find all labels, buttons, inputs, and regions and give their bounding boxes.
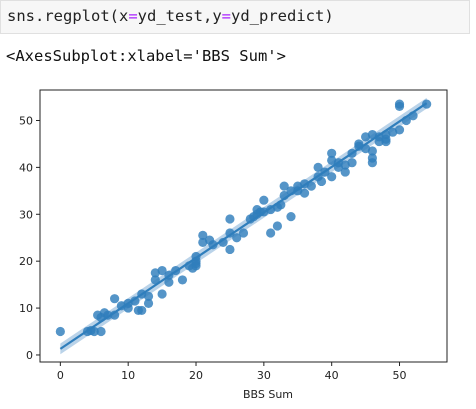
regression-line	[59, 102, 428, 350]
data-point	[225, 228, 235, 238]
y-tick-label: 50	[19, 114, 33, 127]
code-text-mid: yd_test,y	[137, 7, 222, 25]
x-tick-label: 30	[257, 369, 271, 382]
data-point	[316, 176, 327, 187]
plot-frame	[39, 89, 448, 363]
x-tick-label: 50	[393, 369, 407, 382]
data-point	[232, 233, 242, 243]
data-point	[137, 305, 147, 316]
data-point	[272, 221, 283, 231]
data-point	[225, 244, 235, 255]
data-point	[164, 277, 174, 287]
data-point	[394, 125, 405, 135]
data-point	[143, 291, 154, 301]
y-axis-ticks: 0 10 20 30 40 50	[19, 114, 40, 362]
y-tick-label: 0	[26, 349, 33, 362]
data-point	[157, 289, 167, 299]
data-point	[347, 158, 357, 168]
y-tick-label: 20	[19, 255, 33, 268]
code-operator: =	[221, 7, 232, 25]
data-point	[259, 195, 269, 205]
y-tick-label: 10	[19, 302, 33, 315]
x-axis-label: BBS Sum	[243, 388, 293, 401]
data-point	[198, 230, 208, 240]
y-tick-label: 40	[19, 161, 33, 174]
data-point	[340, 167, 350, 177]
data-point	[299, 188, 310, 198]
data-point	[55, 326, 65, 337]
data-point	[157, 265, 167, 276]
data-point	[286, 212, 296, 222]
data-point	[327, 148, 337, 158]
data-point	[381, 136, 391, 147]
data-point	[266, 228, 276, 238]
data-point	[191, 261, 201, 271]
x-tick-label: 0	[57, 369, 64, 382]
x-axis-ticks: 0 10 20 30 40 50	[57, 362, 407, 382]
data-point	[327, 172, 337, 182]
cell-output-text: <AxesSubplot:xlabel='BBS Sum'>	[6, 47, 286, 65]
data-point	[306, 181, 316, 191]
x-tick-label: 40	[325, 369, 339, 382]
data-point	[367, 146, 377, 156]
data-point	[89, 326, 99, 337]
scatter-points	[55, 99, 432, 337]
code-cell[interactable]: sns.regplot(x=yd_test,y=yd_predict)	[0, 0, 470, 34]
y-tick-label: 30	[19, 208, 33, 221]
code-operator: =	[128, 7, 138, 25]
data-point	[96, 326, 106, 337]
data-point	[313, 162, 323, 172]
data-point	[177, 275, 188, 285]
data-point	[150, 275, 160, 285]
x-tick-label: 20	[189, 369, 203, 382]
data-point	[110, 294, 120, 304]
data-point	[143, 298, 154, 308]
data-point	[225, 214, 235, 224]
data-point	[130, 296, 140, 306]
data-point	[367, 158, 377, 168]
x-tick-label: 10	[121, 369, 135, 382]
data-point	[238, 228, 249, 238]
code-text-end: yd_predict)	[231, 7, 334, 25]
code-text-func: sns.regplot(x	[7, 7, 129, 25]
data-point	[394, 101, 405, 112]
data-point	[279, 181, 289, 191]
